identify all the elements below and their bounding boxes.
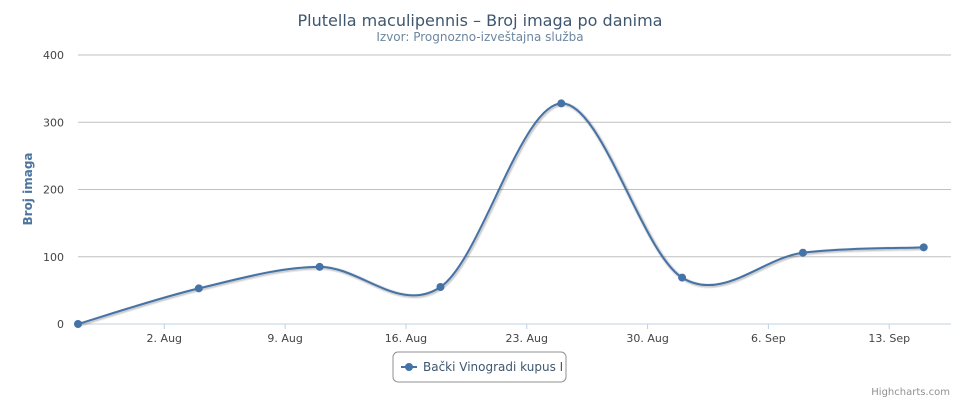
legend[interactable]: Bački Vinogradi kupus I — [392, 351, 567, 383]
grid-lines — [78, 54, 951, 325]
y-tick-label: 400 — [43, 49, 64, 62]
y-tick-label: 300 — [43, 116, 64, 129]
data-point[interactable] — [557, 99, 566, 108]
credits-link[interactable]: Highcharts.com — [871, 387, 950, 398]
chart-subtitle: Izvor: Prognozno-izveštajna služba — [376, 30, 583, 44]
data-point[interactable] — [919, 243, 928, 252]
legend-item-label[interactable]: Bački Vinogradi kupus I — [423, 360, 563, 374]
data-point[interactable] — [74, 320, 82, 328]
x-tick-label: 13. Sep — [868, 332, 910, 345]
legend-box — [392, 351, 567, 383]
x-tick-label: 16. Aug — [385, 332, 427, 345]
series-line-shadow — [78, 102, 925, 327]
x-tick-label: 6. Sep — [751, 332, 786, 345]
x-tick-label: 30. Aug — [626, 332, 668, 345]
x-tick-label: 9. Aug — [267, 332, 302, 345]
data-point[interactable] — [436, 283, 445, 292]
y-tick-label: 0 — [57, 318, 64, 331]
data-point[interactable] — [678, 273, 687, 282]
y-tick-label: 100 — [43, 251, 64, 264]
data-point[interactable] — [798, 248, 807, 257]
x-tick-label: 2. Aug — [147, 332, 182, 345]
x-tick-label: 23. Aug — [506, 332, 548, 345]
chart-title: Plutella maculipennis – Broj imaga po da… — [298, 11, 663, 30]
data-point[interactable] — [194, 284, 203, 293]
y-axis: 0 100 200 300 400 — [43, 49, 64, 331]
y-axis-label: Broj imaga — [21, 152, 35, 225]
y-tick-label: 200 — [43, 184, 64, 197]
data-point[interactable] — [315, 262, 324, 271]
series-layer — [74, 99, 928, 328]
x-axis: 2. Aug 9. Aug 16. Aug 23. Aug 30. Aug 6. Sep 1… — [78, 323, 951, 345]
legend-marker — [405, 363, 413, 371]
series-line-shadow — [78, 101, 925, 328]
series-line — [77, 102, 925, 325]
